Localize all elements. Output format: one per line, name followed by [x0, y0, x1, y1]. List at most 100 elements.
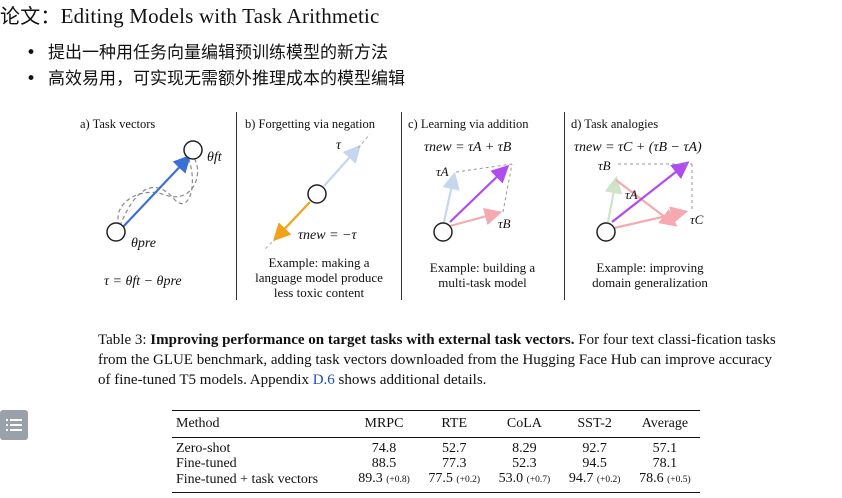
panel-divider: [564, 112, 565, 300]
value-cell: 52.3: [512, 456, 537, 471]
list-icon: [6, 419, 22, 431]
table-header-row: Method MRPC RTE CoLA SST-2 Average: [172, 410, 700, 438]
model-node: [596, 222, 616, 242]
value-cell: 57.1: [652, 441, 678, 456]
value-cell: 8.29: [512, 441, 537, 456]
tau-c-label: τC: [690, 212, 704, 227]
column-header: RTE: [441, 416, 467, 431]
value-text: 89.3: [358, 471, 383, 486]
theta-ft-label: θft: [207, 150, 222, 165]
trajectory-path: [117, 154, 199, 227]
tau-new-label: τnew = −τ: [298, 228, 357, 243]
caption-line: Example: building a: [429, 260, 536, 275]
delta-text: (+0.5): [667, 475, 691, 485]
method-cell: Fine-tuned + task vectors: [176, 472, 319, 487]
value-cell: 94.5: [582, 456, 607, 471]
panel-c-caption: Example: building a multi-task model: [405, 260, 560, 290]
caption-line: language model produce: [255, 270, 383, 285]
tau-b-arrow: [449, 207, 503, 228]
value-text: 53.0: [498, 471, 524, 486]
tau-arrow: [323, 144, 361, 187]
tau-b-label: τB: [498, 216, 511, 231]
table-row: Fine-tuned + task vectors 89.3 (+0.8) 77…: [172, 471, 700, 493]
value-cell: 89.3 (+0.8): [349, 471, 419, 493]
column-header: CoLA: [506, 416, 542, 431]
panel-b-title: b) Forgetting via negation: [245, 117, 375, 131]
tau-new-arrow: [449, 164, 510, 223]
caption-line: Example: improving: [596, 260, 704, 275]
bullet-item: 高效易用，可实现无需额外推理成本的模型编辑: [26, 66, 405, 92]
delta-text: (+0.8): [386, 475, 410, 485]
task-vector-formula: τ = θft − θpre: [104, 274, 182, 289]
tau-a-label: τA: [625, 187, 638, 202]
table-row: Fine-tuned 88.5 77.3 52.3 94.5 78.1: [172, 456, 700, 471]
table-caption: Table 3: Improving performance on target…: [98, 330, 788, 390]
value-cell: 92.7: [582, 441, 607, 456]
results-table: Method MRPC RTE CoLA SST-2 Average Zero-…: [172, 410, 700, 493]
caption-line: multi-task model: [438, 275, 527, 290]
value-cell: 78.1: [652, 456, 678, 471]
delta-text: (+0.7): [526, 475, 551, 485]
theta-ft-node: [183, 140, 203, 160]
model-node: [307, 184, 327, 204]
delta-text: (+0.2): [596, 475, 621, 485]
value-text: 77.5: [428, 471, 453, 486]
value-cell: 77.5 (+0.2): [419, 471, 489, 493]
panel-c-title: c) Learning via addition: [408, 117, 529, 131]
delta-text: (+0.2): [456, 475, 480, 485]
tau-new-arrow: [272, 201, 311, 242]
figure-diagrams: [106, 133, 693, 251]
tau-new-arrow: [611, 161, 690, 223]
trajectory-path: [119, 149, 193, 227]
side-menu-button[interactable]: [0, 410, 28, 440]
dashed-extension: [357, 133, 371, 149]
task-vector-arrow: [121, 154, 192, 229]
analogy-formula: τnew = τC + (τB − τA): [574, 140, 702, 155]
caption-line: less toxic content: [273, 285, 365, 300]
dashed-extension: [263, 237, 277, 251]
caption-line: Example: making a: [268, 255, 370, 270]
panel-b-caption: Example: making a language model produce…: [241, 255, 397, 300]
caption-text: For four text classi-fication tasks from…: [98, 332, 776, 388]
caption-bold: Improving performance on target tasks wi…: [150, 332, 575, 348]
panel-divider: [236, 112, 237, 300]
value-text: 94.7: [568, 471, 594, 486]
theta-pre-label: θpre: [131, 236, 157, 251]
page-title: 论文：Editing Models with Task Arithmetic: [0, 0, 380, 29]
bullet-item: 提出一种用任务向量编辑预训练模型的新方法: [26, 40, 405, 66]
caption-line: domain generalization: [592, 275, 708, 290]
value-cell: 78.6 (+0.5): [630, 471, 700, 493]
table-row: Zero-shot 74.8 52.7 8.29 92.7 57.1: [172, 438, 700, 457]
title-text: Editing Models with Task Arithmetic: [60, 4, 380, 28]
tau-a-label: τA: [436, 164, 449, 179]
panel-d-caption: Example: improving domain generalization: [570, 260, 730, 290]
panel-d-title: d) Task analogies: [571, 117, 659, 131]
column-header: MRPC: [364, 416, 404, 431]
value-cell: 77.3: [441, 456, 467, 471]
column-header: Method: [176, 416, 220, 431]
title-prefix: 论文：: [0, 4, 61, 28]
value-cell: 53.0 (+0.7): [489, 471, 559, 493]
model-node: [433, 222, 453, 242]
method-cell: Zero-shot: [176, 441, 231, 456]
panel-divider: [401, 112, 402, 300]
caption-tail: shows additional details.: [334, 372, 487, 388]
appendix-link[interactable]: D.6: [312, 372, 335, 388]
value-cell: 94.7 (+0.2): [560, 471, 630, 493]
value-cell: 74.8: [371, 441, 397, 456]
tau-a-arrow: [442, 171, 460, 223]
tau-label: τ: [336, 138, 342, 153]
tau-b-label: τB: [598, 158, 611, 173]
theta-pre-node: [106, 222, 126, 242]
caption-label: Table 3:: [98, 332, 151, 348]
bullet-list: 提出一种用任务向量编辑预训练模型的新方法 高效易用，可实现无需额外推理成本的模型…: [26, 40, 405, 92]
method-cell: Fine-tuned: [176, 456, 237, 471]
panel-a-title: a) Task vectors: [80, 117, 156, 131]
value-text: 78.6: [639, 471, 664, 486]
tau-c-arrow: [613, 206, 689, 230]
column-header: Average: [641, 416, 689, 431]
addition-formula: τnew = τA + τB: [424, 140, 512, 155]
tau-b-arrow: [604, 175, 623, 223]
value-cell: 88.5: [371, 456, 397, 471]
dashed-guide: [502, 163, 513, 213]
